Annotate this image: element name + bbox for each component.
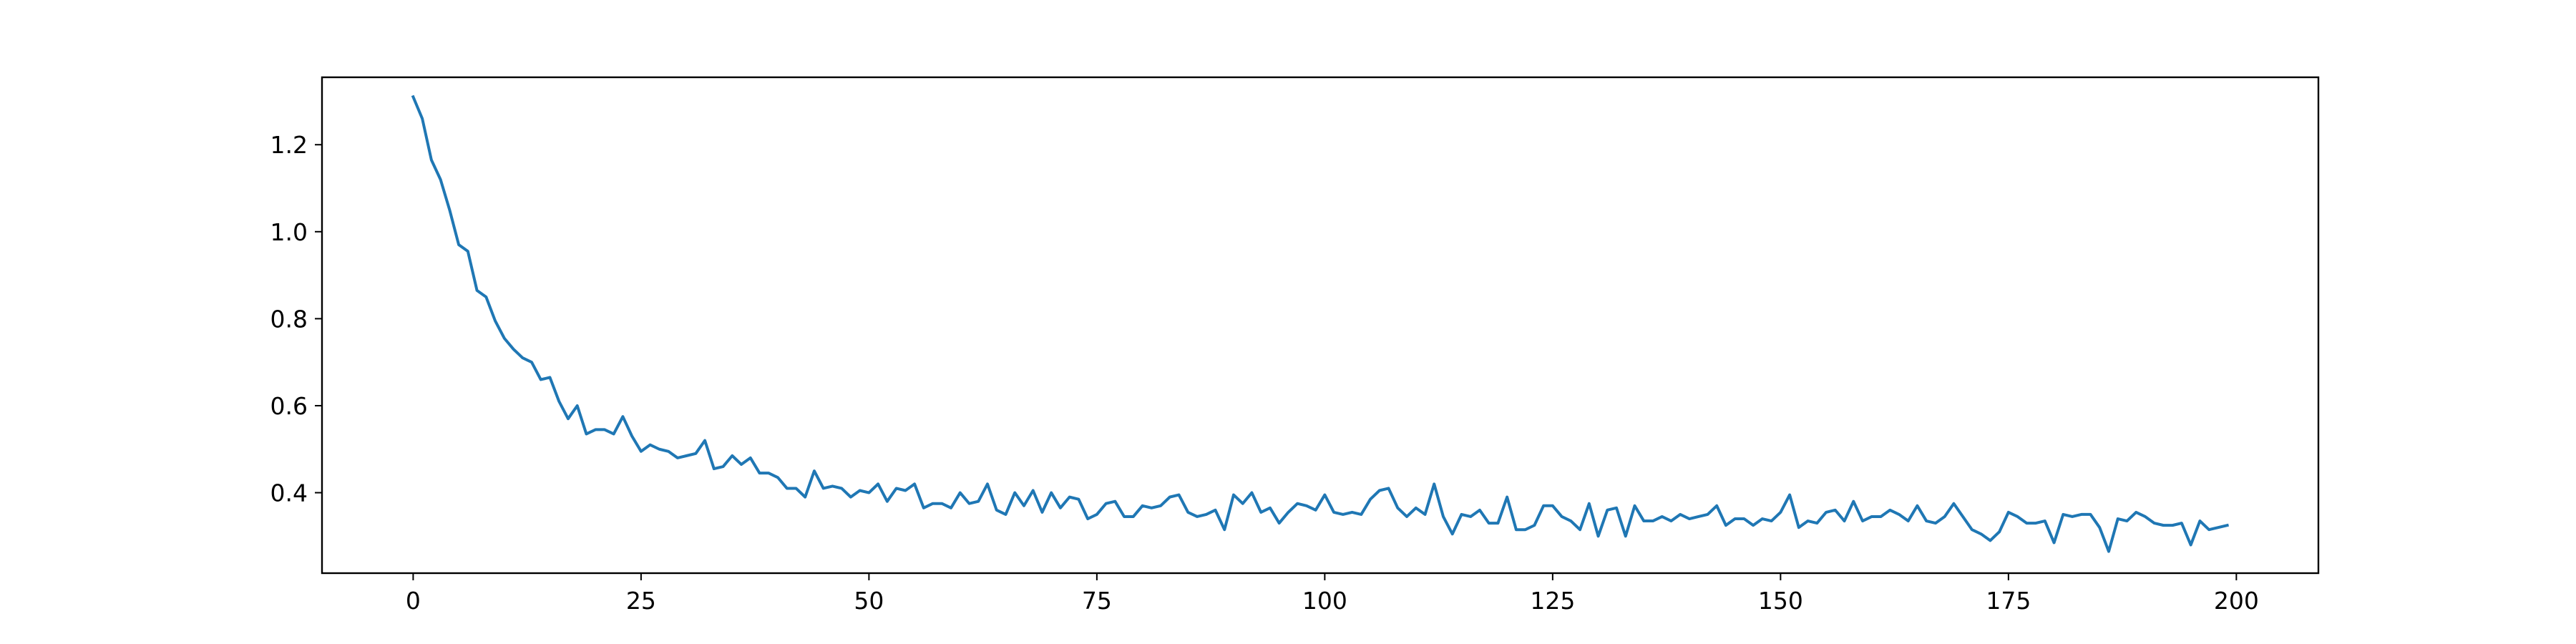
x-tick-label: 100 — [1302, 587, 1347, 615]
y-tick-label: 0.8 — [270, 305, 308, 333]
x-tick-label: 0 — [406, 587, 421, 615]
plot-frame — [321, 76, 2320, 575]
x-tick-label: 175 — [1986, 587, 2031, 615]
x-tick-label: 50 — [854, 587, 884, 615]
x-tick-label: 125 — [1530, 587, 1575, 615]
series-layer — [411, 94, 2230, 553]
series-line — [411, 94, 2230, 553]
x-tick-label: 75 — [1082, 587, 1112, 615]
y-tick-label: 1.2 — [270, 131, 308, 159]
y-tick-label: 0.6 — [270, 392, 308, 420]
y-axis: 0.4 0.6 0.8 1.0 1.2 — [270, 131, 322, 507]
x-tick-label: 150 — [1758, 587, 1803, 615]
plot-area — [322, 77, 2318, 573]
y-tick-label: 1.0 — [270, 218, 308, 246]
x-tick-label: 25 — [626, 587, 656, 615]
x-axis: 0 25 50 75 100 125 150 175 200 — [406, 573, 2259, 615]
y-tick-label: 0.4 — [270, 479, 308, 507]
x-tick-label: 200 — [2214, 587, 2259, 615]
